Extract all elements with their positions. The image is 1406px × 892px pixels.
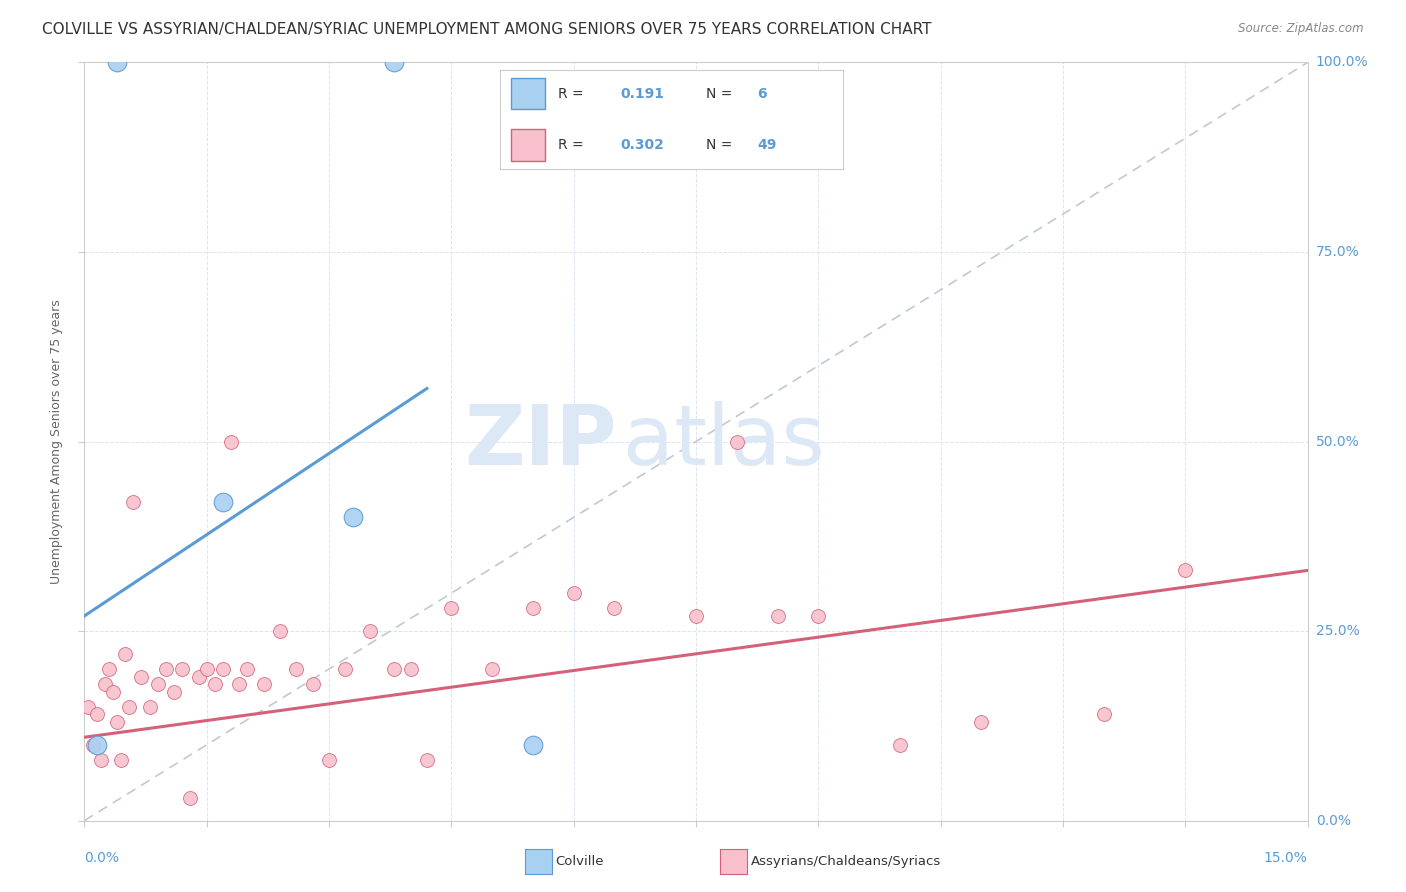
Point bbox=[97, 662, 120, 676]
Point bbox=[725, 434, 748, 449]
Point bbox=[285, 662, 308, 676]
Point bbox=[253, 677, 276, 691]
Point bbox=[212, 495, 235, 509]
Point bbox=[807, 608, 830, 623]
Point bbox=[382, 662, 405, 676]
Point bbox=[342, 510, 364, 524]
Point bbox=[399, 662, 422, 676]
Point bbox=[155, 662, 177, 676]
Point bbox=[382, 55, 405, 70]
Point bbox=[1092, 707, 1115, 722]
Point bbox=[301, 677, 323, 691]
Point bbox=[481, 662, 503, 676]
Text: atlas: atlas bbox=[623, 401, 824, 482]
Point bbox=[603, 601, 626, 615]
Point bbox=[228, 677, 250, 691]
Point bbox=[93, 677, 115, 691]
Point bbox=[1174, 564, 1197, 578]
Point bbox=[77, 699, 100, 714]
Point bbox=[766, 608, 789, 623]
Text: COLVILLE VS ASSYRIAN/CHALDEAN/SYRIAC UNEMPLOYMENT AMONG SENIORS OVER 75 YEARS CO: COLVILLE VS ASSYRIAN/CHALDEAN/SYRIAC UNE… bbox=[42, 22, 932, 37]
Text: 25.0%: 25.0% bbox=[1316, 624, 1360, 638]
Point bbox=[82, 738, 104, 752]
Point bbox=[86, 707, 108, 722]
Point bbox=[122, 495, 145, 509]
Point bbox=[118, 699, 141, 714]
Text: Assyrians/Chaldeans/Syriacs: Assyrians/Chaldeans/Syriacs bbox=[751, 855, 941, 868]
Point bbox=[204, 677, 226, 691]
Point bbox=[179, 791, 201, 805]
Point bbox=[359, 624, 381, 639]
Point bbox=[105, 715, 128, 730]
Point bbox=[318, 753, 340, 767]
Text: 50.0%: 50.0% bbox=[1316, 434, 1360, 449]
Point bbox=[889, 738, 911, 752]
Point bbox=[335, 662, 357, 676]
Text: Colville: Colville bbox=[555, 855, 603, 868]
Point bbox=[86, 738, 108, 752]
Point bbox=[195, 662, 218, 676]
Text: 100.0%: 100.0% bbox=[1316, 55, 1368, 70]
Point bbox=[440, 601, 463, 615]
Text: 0.0%: 0.0% bbox=[1316, 814, 1351, 828]
Point bbox=[163, 685, 186, 699]
Point bbox=[101, 685, 124, 699]
Point bbox=[146, 677, 169, 691]
Y-axis label: Unemployment Among Seniors over 75 years: Unemployment Among Seniors over 75 years bbox=[49, 299, 63, 584]
Point bbox=[105, 55, 128, 70]
Point bbox=[685, 608, 707, 623]
Text: 75.0%: 75.0% bbox=[1316, 245, 1360, 259]
Point bbox=[522, 738, 544, 752]
Point bbox=[114, 647, 136, 661]
Point bbox=[562, 586, 585, 600]
Point bbox=[90, 753, 112, 767]
Point bbox=[269, 624, 291, 639]
Point bbox=[187, 669, 209, 683]
Text: 15.0%: 15.0% bbox=[1264, 851, 1308, 865]
Text: Source: ZipAtlas.com: Source: ZipAtlas.com bbox=[1239, 22, 1364, 36]
Point bbox=[219, 434, 242, 449]
Point bbox=[131, 669, 153, 683]
Point bbox=[522, 601, 544, 615]
Text: ZIP: ZIP bbox=[464, 401, 616, 482]
Point bbox=[970, 715, 993, 730]
Point bbox=[416, 753, 439, 767]
Text: 0.0%: 0.0% bbox=[84, 851, 120, 865]
Point bbox=[138, 699, 160, 714]
Point bbox=[110, 753, 132, 767]
Point bbox=[172, 662, 194, 676]
Point bbox=[236, 662, 259, 676]
Point bbox=[212, 662, 235, 676]
